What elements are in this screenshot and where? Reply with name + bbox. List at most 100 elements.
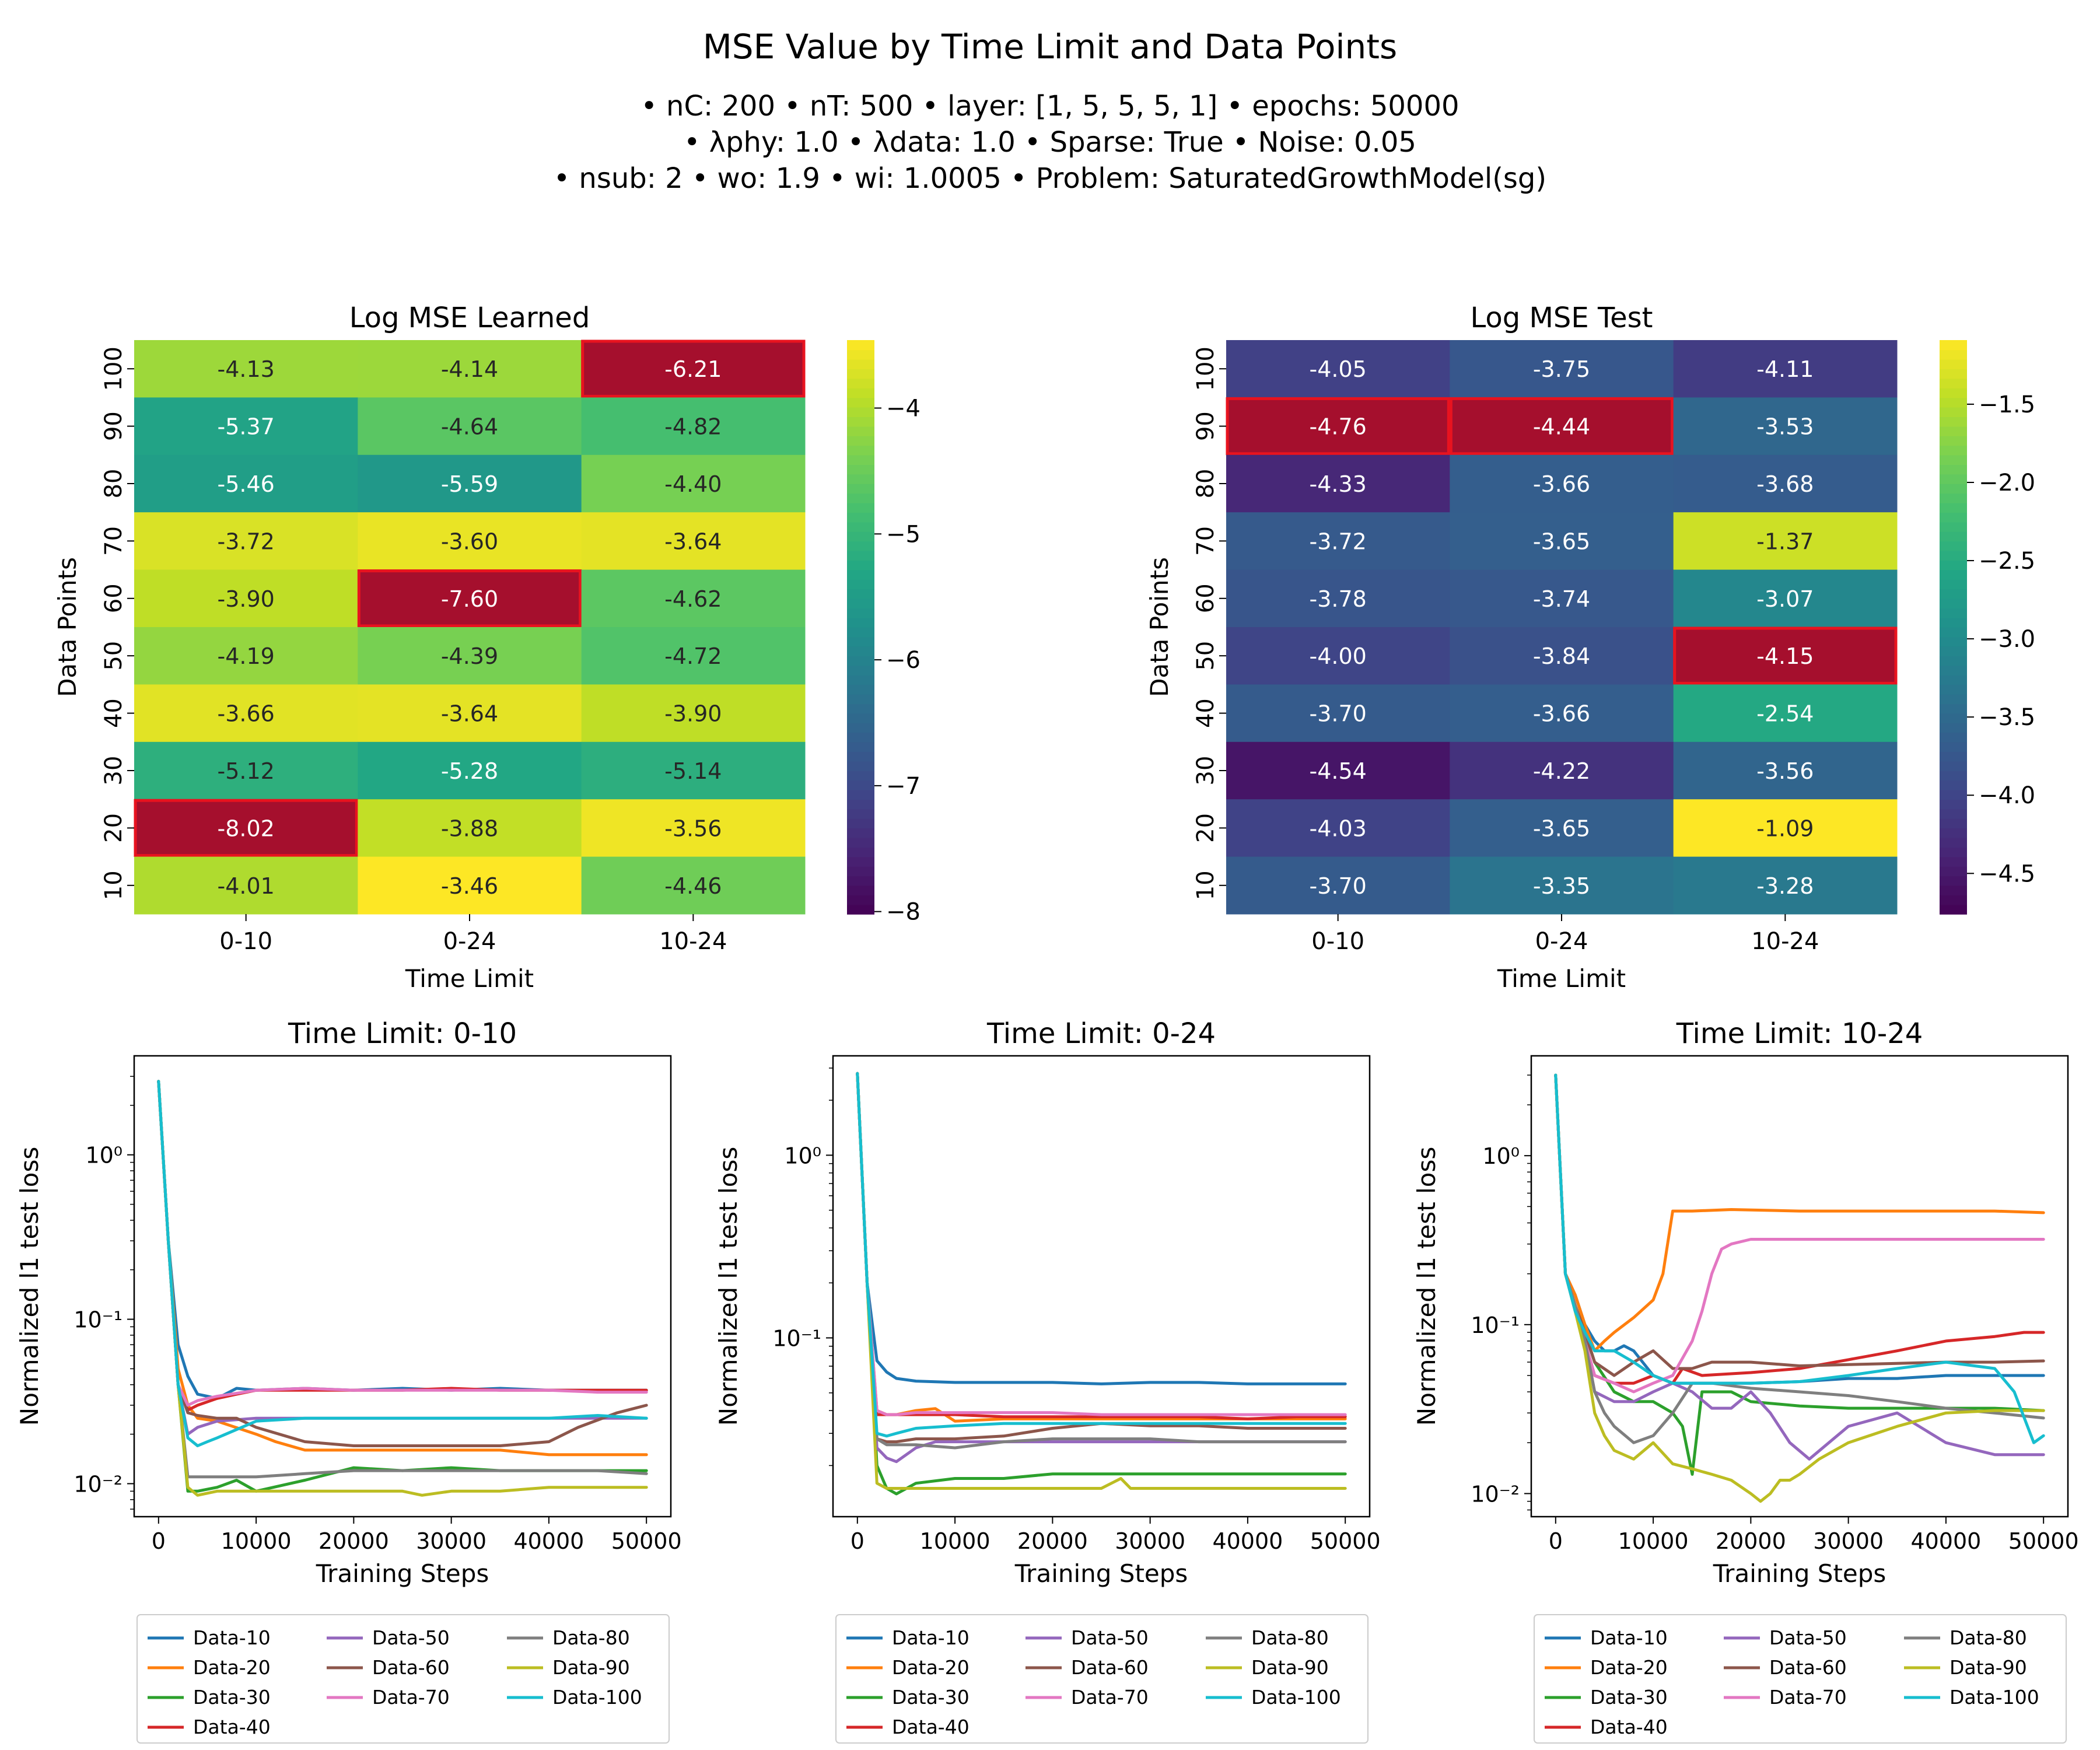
heatmap-cell (1673, 799, 1898, 858)
colorbar-segment (847, 761, 874, 771)
x-tick-label: 30000 (1813, 1528, 1884, 1554)
colorbar-segment (1940, 550, 1967, 561)
y-axis-label: Normalized l1 test loss (1412, 1147, 1441, 1426)
colorbar-segment (1940, 780, 1967, 790)
colorbar-segment (847, 885, 874, 895)
legend-label: Data-80 (1251, 1626, 1329, 1649)
cell-label: -3.70 (1310, 701, 1367, 727)
x-tick-label: 20000 (1716, 1528, 1786, 1554)
colorbar-segment (847, 522, 874, 532)
y-tick-label: 40 (100, 698, 127, 728)
series-line-data-60 (157, 1080, 648, 1447)
y-tick-label: 50 (1192, 641, 1219, 671)
colorbar-segment (847, 675, 874, 685)
y-tick-label: 10⁰ (1482, 1143, 1520, 1169)
highlight-border (1449, 397, 1674, 456)
heatmap-cell (1450, 454, 1674, 513)
cell-label: -5.28 (441, 758, 498, 784)
colorbar-segment (1940, 493, 1967, 503)
x-tick-label: 10000 (1618, 1528, 1689, 1554)
cell-label: -8.02 (218, 816, 275, 841)
y-tick-label: 20 (100, 813, 127, 843)
heatmap-cell (358, 454, 582, 513)
heatmap-cell (1673, 397, 1898, 456)
colorbar-segment (1940, 656, 1967, 666)
colorbar-segment (847, 665, 874, 676)
x-tick-label: 0 (1549, 1528, 1563, 1554)
heatmap-cell (1673, 569, 1898, 628)
heatmap-cell (1226, 512, 1450, 570)
colorbar-segment (1940, 397, 1967, 408)
colorbar-segment (847, 608, 874, 618)
legend-label: Data-60 (1769, 1656, 1847, 1679)
x-tick-label: 40000 (1212, 1528, 1283, 1554)
x-tick-label: 40000 (1910, 1528, 1981, 1554)
colorbar-segment (1940, 694, 1967, 704)
colorbar-segment (847, 723, 874, 733)
cell-label: -3.90 (664, 701, 722, 727)
colorbar-segment (1940, 436, 1967, 446)
colorbar-segment (847, 359, 874, 369)
cell-label: -4.22 (1533, 758, 1590, 784)
heatmap-cell (1226, 799, 1450, 858)
x-tick-label: 0-24 (1535, 928, 1588, 955)
figure-subtitle-line-3: • nsub: 2 • wo: 1.9 • wi: 1.0005 • Probl… (554, 162, 1546, 195)
series-line-data-20 (157, 1080, 648, 1457)
cell-label: -4.46 (664, 873, 722, 899)
colorbar-segment (1940, 589, 1967, 599)
cell-label: -3.66 (218, 701, 275, 727)
colorbar-segment (1940, 885, 1967, 895)
colorbar-segment (1940, 895, 1967, 905)
colorbar-segment (847, 445, 874, 456)
cell-label: -4.00 (1310, 643, 1367, 669)
cell-label: -4.33 (1310, 471, 1367, 497)
colorbar-tick-label: −4.0 (1979, 782, 2035, 809)
cell-label: -3.46 (441, 873, 498, 899)
x-axis-label: Training Steps (1713, 1559, 1887, 1588)
colorbar-segment (1940, 828, 1967, 838)
colorbar-tick-label: −7 (886, 773, 921, 800)
heatmap-cell (581, 397, 806, 456)
colorbar-tick-label: −1.5 (1979, 391, 2035, 418)
cell-label: -5.14 (664, 758, 722, 784)
legend-label: Data-10 (1590, 1626, 1668, 1649)
heatmap-title: Log MSE Learned (349, 302, 590, 334)
cell-label: -3.84 (1533, 643, 1590, 669)
cell-label: -4.14 (441, 356, 498, 382)
plot-area (833, 1056, 1370, 1517)
colorbar-segment (847, 895, 874, 905)
colorbar-segment (1940, 464, 1967, 475)
colorbar-segment (1940, 569, 1967, 580)
heatmap-cell (134, 454, 358, 513)
colorbar-segment (847, 484, 874, 494)
y-tick-label: 10⁰ (784, 1143, 821, 1168)
y-tick-label: 10⁻¹ (772, 1326, 821, 1352)
line-chart-time-limit-0-24: 10⁻¹ 10⁰ 0 10000 20000 30000 40000 50000 Time Li… (714, 1017, 1381, 1744)
heatmap-cell (1673, 340, 1898, 398)
y-tick-label: 60 (100, 583, 127, 613)
colorbar-segment (847, 904, 874, 915)
heatmap-cell (134, 397, 358, 456)
legend-label: Data-90 (552, 1656, 630, 1679)
cell-label: -4.64 (441, 414, 498, 440)
heatmap-cell (358, 856, 582, 915)
colorbar-segment (847, 818, 874, 829)
colorbar-segment (847, 789, 874, 800)
colorbar-segment (1940, 713, 1967, 723)
colorbar-segment (847, 741, 874, 752)
colorbar-segment (1940, 856, 1967, 867)
chart-title: Time Limit: 10-24 (1676, 1017, 1923, 1050)
heatmap-cell (1450, 741, 1674, 800)
cell-label: -4.39 (441, 643, 498, 669)
legend-label: Data-70 (372, 1686, 450, 1709)
heatmap-cell (581, 512, 806, 570)
colorbar-segment (1940, 876, 1967, 886)
legend-box (835, 1614, 1368, 1744)
colorbar-segment (1940, 847, 1967, 858)
colorbar-tick-label: −2.5 (1979, 548, 2035, 575)
colorbar-segment (847, 617, 874, 628)
cell-label: -3.65 (1533, 816, 1590, 841)
heatmap-cell (358, 684, 582, 743)
heatmap-log-mse-learned: -4.13 -4.14 -6.21 -5.37 -4.64 -4.82 -5.46 -5.59… (53, 302, 921, 993)
chart-title: Time Limit: 0-10 (288, 1017, 517, 1050)
